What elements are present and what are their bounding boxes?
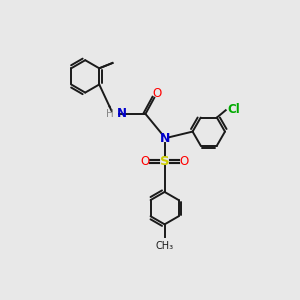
Text: Cl: Cl (227, 103, 240, 116)
Text: N: N (117, 107, 127, 120)
Text: O: O (179, 154, 188, 167)
Text: O: O (153, 87, 162, 100)
Text: O: O (141, 154, 150, 167)
Text: CH₃: CH₃ (156, 241, 174, 250)
Text: H: H (106, 109, 113, 119)
Text: N: N (159, 133, 170, 146)
Text: S: S (160, 154, 169, 167)
